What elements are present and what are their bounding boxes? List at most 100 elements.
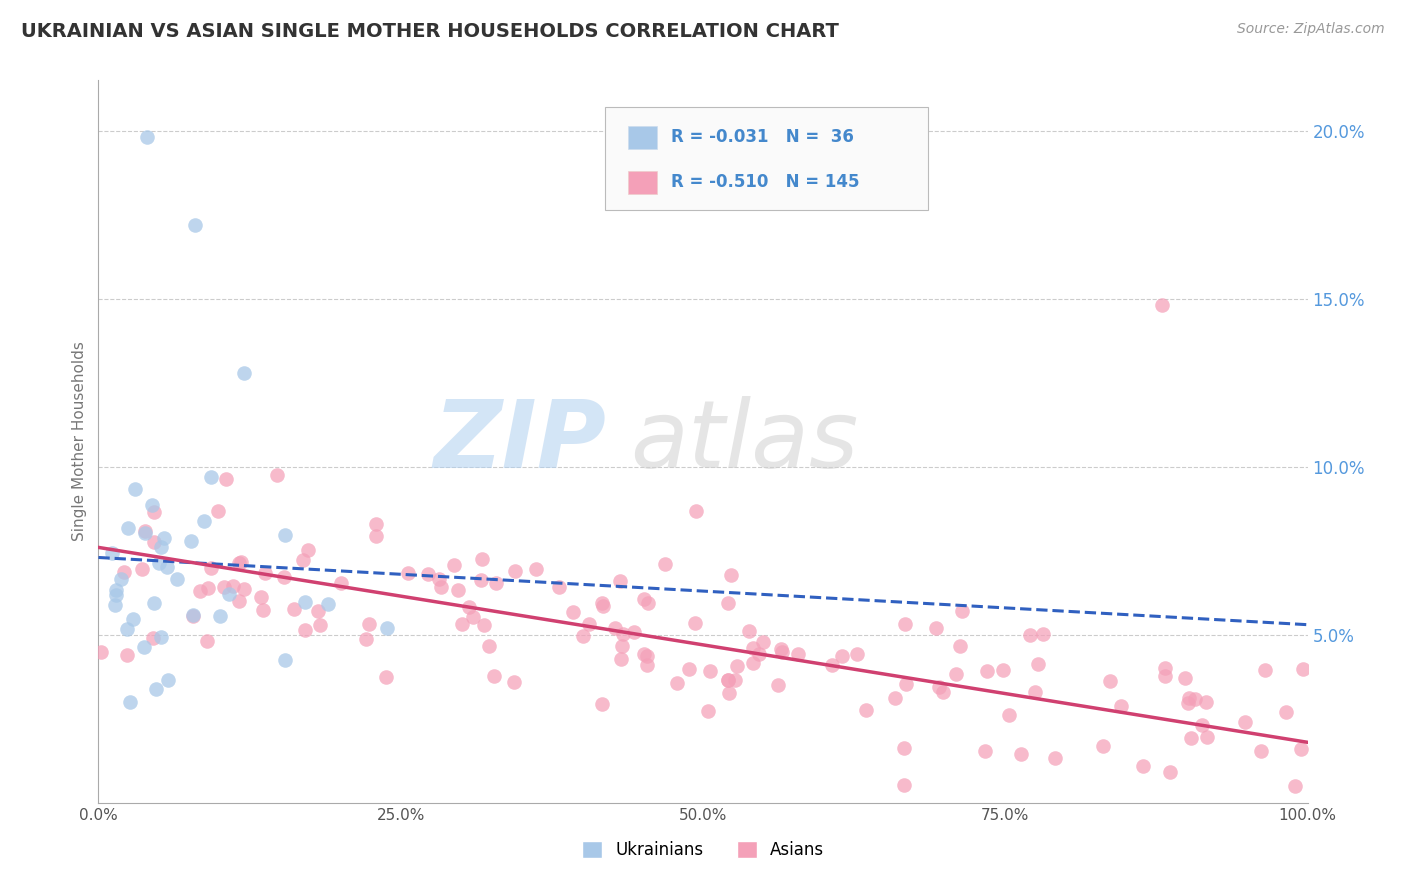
Point bbox=[273, 570, 295, 584]
Point bbox=[949, 639, 972, 653]
Point bbox=[1154, 669, 1177, 683]
Point bbox=[484, 669, 506, 683]
Point bbox=[770, 642, 793, 657]
Point bbox=[1254, 664, 1277, 678]
Point bbox=[950, 604, 973, 618]
Point bbox=[998, 708, 1021, 723]
Text: R = -0.510   N = 145: R = -0.510 N = 145 bbox=[671, 173, 859, 191]
Point bbox=[485, 575, 508, 590]
Point bbox=[214, 472, 236, 486]
Point bbox=[678, 662, 700, 676]
Point bbox=[716, 673, 738, 687]
Point bbox=[427, 572, 450, 586]
Point bbox=[683, 615, 706, 630]
Point bbox=[633, 647, 655, 661]
Point bbox=[416, 566, 439, 581]
Point bbox=[699, 664, 721, 678]
Point bbox=[623, 624, 645, 639]
Point bbox=[135, 130, 157, 145]
Point bbox=[122, 612, 145, 626]
Point bbox=[821, 658, 844, 673]
Point bbox=[724, 673, 747, 687]
Point bbox=[166, 572, 188, 586]
Point bbox=[637, 596, 659, 610]
Point bbox=[221, 579, 243, 593]
Point bbox=[591, 697, 613, 711]
Point bbox=[254, 566, 277, 580]
Point bbox=[717, 596, 740, 610]
Point bbox=[156, 560, 179, 574]
Point bbox=[893, 779, 915, 793]
Point bbox=[636, 658, 658, 673]
Point bbox=[283, 602, 305, 616]
Point bbox=[104, 598, 127, 612]
Point bbox=[266, 468, 288, 483]
Text: UKRAINIAN VS ASIAN SINGLE MOTHER HOUSEHOLDS CORRELATION CHART: UKRAINIAN VS ASIAN SINGLE MOTHER HOUSEHO… bbox=[21, 22, 839, 41]
Point bbox=[925, 621, 948, 635]
Point bbox=[572, 630, 595, 644]
Point bbox=[274, 652, 297, 666]
Point bbox=[461, 609, 484, 624]
Point bbox=[195, 633, 218, 648]
Point bbox=[105, 582, 128, 597]
Point bbox=[356, 632, 378, 646]
Point bbox=[766, 678, 789, 692]
Point bbox=[207, 504, 229, 518]
Point bbox=[104, 589, 127, 603]
Point bbox=[1174, 672, 1197, 686]
Point bbox=[396, 566, 419, 580]
Point bbox=[184, 218, 207, 232]
Point bbox=[115, 623, 138, 637]
Point bbox=[976, 665, 998, 679]
Text: atlas: atlas bbox=[630, 396, 859, 487]
Point bbox=[1154, 661, 1177, 675]
Y-axis label: Single Mother Households: Single Mother Households bbox=[72, 342, 87, 541]
Point bbox=[330, 576, 353, 591]
Point bbox=[884, 691, 907, 706]
Point bbox=[1197, 731, 1219, 745]
Point bbox=[458, 599, 481, 614]
Point bbox=[1132, 759, 1154, 773]
Point bbox=[228, 557, 250, 571]
Point bbox=[90, 645, 112, 659]
Point bbox=[134, 524, 156, 538]
Point bbox=[1195, 695, 1218, 709]
Point bbox=[200, 470, 222, 484]
Point bbox=[181, 609, 204, 624]
Point bbox=[180, 534, 202, 549]
Point bbox=[752, 634, 775, 648]
Point bbox=[974, 744, 997, 758]
Point bbox=[738, 624, 761, 638]
Point bbox=[665, 676, 688, 690]
Point bbox=[134, 640, 156, 654]
Point bbox=[633, 591, 655, 606]
Point bbox=[471, 552, 494, 566]
Point bbox=[149, 630, 172, 644]
Point bbox=[364, 516, 387, 531]
Point bbox=[894, 617, 917, 632]
Point bbox=[357, 617, 380, 632]
Point bbox=[855, 703, 877, 717]
Point bbox=[375, 670, 398, 684]
Point bbox=[153, 531, 176, 545]
Legend: Ukrainians, Asians: Ukrainians, Asians bbox=[582, 841, 824, 860]
Point bbox=[893, 740, 915, 755]
Point bbox=[200, 560, 222, 574]
Point bbox=[231, 555, 253, 569]
Point bbox=[894, 677, 917, 691]
Point bbox=[148, 556, 170, 570]
Point bbox=[524, 562, 547, 576]
Point bbox=[612, 626, 634, 640]
Point bbox=[307, 604, 329, 618]
Point bbox=[1028, 657, 1050, 672]
Point bbox=[297, 543, 319, 558]
Point bbox=[232, 366, 254, 380]
Point bbox=[308, 618, 330, 632]
Point bbox=[188, 584, 211, 599]
Point bbox=[578, 616, 600, 631]
Point bbox=[716, 673, 738, 687]
Point bbox=[727, 659, 749, 673]
Point bbox=[294, 595, 316, 609]
Point bbox=[787, 647, 810, 661]
Point bbox=[1032, 627, 1054, 641]
